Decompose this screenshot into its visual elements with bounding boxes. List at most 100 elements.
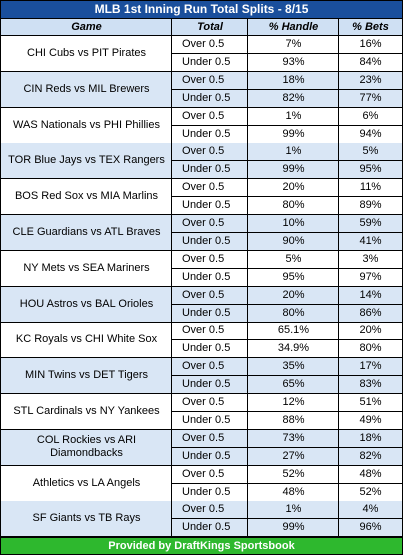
matchup-label: CIN Reds vs MIL Brewers [23, 82, 150, 95]
under-handle: 27% [282, 449, 305, 462]
under-bets: 77% [359, 91, 382, 104]
header-row: Game Total % Handle % Bets [1, 18, 402, 36]
under-handle: 65% [282, 378, 305, 391]
under-bets: 84% [359, 56, 382, 68]
over-bets: 14% [359, 288, 382, 301]
over-handle: 65.1% [277, 324, 310, 337]
under-handle: 93% [282, 56, 305, 68]
over-line: Over 0.5 [182, 324, 225, 337]
game-row: Athletics vs LA Angels Over 0.5 52% 48% Unde… [1, 466, 402, 502]
under-bets: 82% [359, 449, 382, 462]
over-bets: 16% [359, 38, 382, 50]
column-divider [247, 18, 248, 537]
over-line: Over 0.5 [182, 109, 225, 122]
over-bets: 3% [362, 252, 379, 265]
matchup-label: NY Mets vs SEA Mariners [23, 261, 150, 274]
over-handle: 18% [282, 73, 305, 86]
footer-credit: Provided by DraftKings Sportsbook [1, 537, 402, 554]
over-handle: 12% [282, 396, 305, 408]
under-bets: 49% [359, 414, 382, 426]
game-row: STL Cardinals vs NY Yankees Over 0.5 12% 51… [1, 394, 402, 430]
under-handle: 99% [282, 163, 305, 176]
row-divider [172, 339, 402, 341]
under-line: Under 0.5 [182, 521, 231, 534]
column-header-total: Total [197, 21, 223, 33]
under-line: Under 0.5 [182, 306, 231, 319]
matchup-label: CHI Cubs vs PIT Pirates [27, 47, 146, 59]
over-bets: 5% [362, 145, 379, 158]
matchup-label: MIN Twins vs DET Tigers [24, 369, 149, 382]
game-row: CIN Reds vs MIL Brewers Over 0.5 18% 23% Und… [1, 71, 402, 108]
over-bets: 20% [359, 324, 382, 337]
row-divider [172, 303, 402, 305]
game-row: MIN Twins vs DET Tigers Over 0.5 35% 17% Und… [1, 358, 402, 395]
game-row: CLE Guardians vs ATL Braves Over 0.5 10% 59… [1, 215, 402, 251]
table-title: MLB 1st Inning Run Total Splits - 8/15 [1, 1, 402, 18]
game-row: TOR Blue Jays vs TEX Rangers Over 0.5 1% 5%… [1, 143, 402, 180]
under-handle: 99% [282, 521, 305, 534]
matchup-label: CLE Guardians vs ATL Braves [12, 226, 161, 238]
matchup-label: STL Cardinals vs NY Yankees [13, 405, 160, 417]
under-line: Under 0.5 [182, 449, 231, 462]
under-handle: 48% [282, 485, 305, 498]
under-bets: 52% [359, 485, 382, 498]
under-line: Under 0.5 [182, 127, 231, 140]
under-bets: 96% [359, 521, 382, 534]
under-handle: 82% [282, 91, 305, 104]
over-bets: 11% [359, 181, 382, 194]
column-header-game: Game [71, 21, 102, 33]
under-line: Under 0.5 [182, 270, 231, 283]
over-bets: 17% [359, 360, 382, 373]
matchup-label: Athletics vs LA Angels [32, 476, 141, 489]
row-divider [172, 160, 402, 162]
over-line: Over 0.5 [182, 217, 225, 229]
under-line: Under 0.5 [182, 378, 231, 391]
matchup-label: TOR Blue Jays vs TEX Rangers [8, 154, 165, 167]
over-line: Over 0.5 [182, 431, 225, 444]
over-bets: 23% [359, 73, 382, 86]
game-row: KC Royals vs CHI White Sox Over 0.5 65.1% 2… [1, 322, 402, 359]
over-handle: 1% [285, 503, 302, 516]
over-handle: 1% [285, 145, 302, 158]
over-bets: 48% [359, 467, 382, 480]
under-line: Under 0.5 [182, 235, 231, 247]
column-divider [171, 18, 172, 537]
matchup-label: BOS Red Sox vs MIA Marlins [14, 190, 159, 203]
under-line: Under 0.5 [182, 56, 231, 68]
matchup-label: KC Royals vs CHI White Sox [15, 333, 158, 346]
under-bets: 94% [359, 127, 382, 140]
over-bets: 18% [359, 431, 382, 444]
under-bets: 95% [359, 163, 382, 176]
column-divider [338, 18, 339, 537]
under-handle: 80% [282, 199, 305, 212]
under-bets: 86% [359, 306, 382, 319]
over-handle: 5% [285, 252, 302, 265]
over-bets: 6% [362, 109, 379, 122]
over-handle: 7% [285, 38, 302, 50]
over-line: Over 0.5 [182, 503, 225, 516]
row-divider [172, 53, 402, 54]
row-divider [172, 267, 402, 269]
game-row: SF Giants vs TB Rays Over 0.5 1% 4% Under 0.… [1, 501, 402, 538]
game-row: NY Mets vs SEA Mariners Over 0.5 5% 3% Under… [1, 251, 402, 287]
under-handle: 95% [282, 270, 305, 283]
under-line: Under 0.5 [182, 91, 231, 104]
under-handle: 99% [282, 127, 305, 140]
under-handle: 34.9% [277, 342, 310, 355]
over-line: Over 0.5 [182, 396, 225, 408]
under-bets: 89% [359, 199, 382, 212]
under-handle: 80% [282, 306, 305, 319]
row-divider [172, 196, 402, 198]
over-line: Over 0.5 [182, 145, 225, 158]
matchup-label: COL Rockies vs ARI Diamondbacks [36, 434, 137, 460]
game-row: COL Rockies vs ARI Diamondbacks Over 0.5 7… [1, 429, 402, 466]
over-bets: 51% [359, 396, 382, 408]
row-divider [172, 124, 402, 126]
over-bets: 4% [362, 503, 379, 516]
over-handle: 1% [285, 109, 302, 122]
over-handle: 52% [282, 467, 305, 480]
over-handle: 73% [282, 431, 305, 444]
column-header-handle: % Handle [268, 21, 319, 33]
over-line: Over 0.5 [182, 252, 225, 265]
